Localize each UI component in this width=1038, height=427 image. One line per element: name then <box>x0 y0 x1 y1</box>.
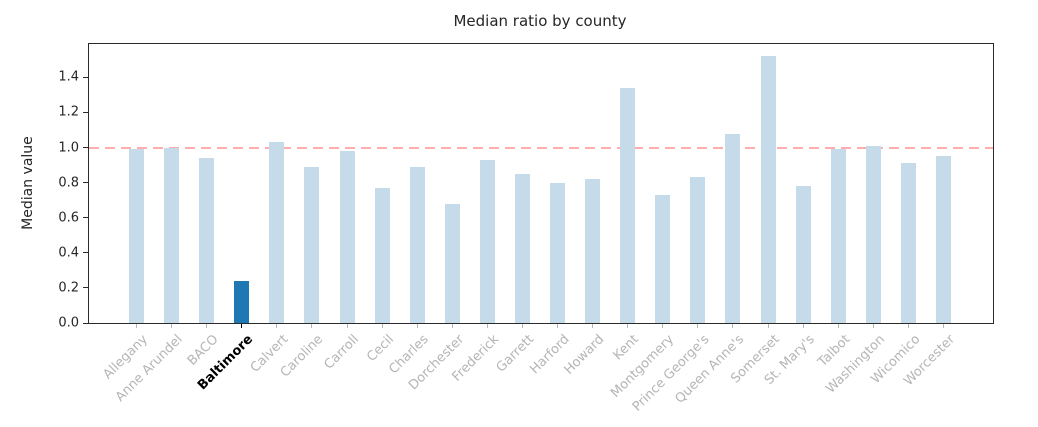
bar-kent <box>620 87 636 323</box>
x-tick-mark <box>136 324 137 328</box>
plot-area: 0.0 0.2 0.4 0.6 0.8 1.0 1.2 1.4 Allegany Anne Aru… <box>58 43 994 415</box>
bar-calvert <box>269 142 285 323</box>
chart-title: Median ratio by county <box>453 12 627 30</box>
x-tick-mark <box>802 324 804 328</box>
bar-washington <box>865 145 881 323</box>
bar-carroll <box>339 151 355 323</box>
x-label-carroll: Carroll <box>321 332 362 373</box>
bar-wicomico <box>900 163 916 323</box>
bar-talbot <box>830 149 846 323</box>
y-tick-label: 0.8 <box>58 175 79 191</box>
x-tick-mark <box>416 324 418 328</box>
bar-anne-arundel <box>164 147 180 323</box>
x-tick-mark <box>662 324 664 328</box>
bar-harford <box>550 182 566 323</box>
bar-charles <box>409 166 425 323</box>
x-tick-mark <box>907 324 909 328</box>
x-tick-mark <box>171 324 173 328</box>
x-tick-mark <box>346 324 348 328</box>
bar-montgomery <box>655 194 671 323</box>
x-tick-mark <box>521 324 523 328</box>
x-tick-mark <box>276 324 278 328</box>
y-tick-mark <box>83 182 88 184</box>
bar-garrett <box>514 173 530 323</box>
bar-frederick <box>479 159 495 323</box>
y-tick-mark <box>83 322 88 324</box>
y-tick-label: 1.4 <box>58 69 79 85</box>
bar-queen-anne-s <box>725 133 741 323</box>
y-tick-mark <box>83 217 88 219</box>
y-tick-label: 0.6 <box>58 210 79 226</box>
x-tick-mark <box>206 324 208 328</box>
y-tick-label: 1.0 <box>58 140 79 156</box>
y-tick-mark <box>83 287 88 289</box>
y-tick-label: 1.2 <box>58 104 79 120</box>
y-tick-mark <box>83 147 88 149</box>
x-tick-mark <box>732 324 734 328</box>
y-tick-mark <box>83 76 88 78</box>
bar-baco <box>199 158 215 323</box>
y-axis-label: Median value <box>20 136 36 230</box>
y-tick-label: 0.2 <box>58 280 79 296</box>
y-tick-mark <box>83 252 88 254</box>
x-tick-mark <box>943 324 944 328</box>
x-tick-mark <box>837 324 839 328</box>
bar-prince-george-s <box>690 177 706 323</box>
bar-st-mary-s <box>795 186 811 323</box>
x-label-kent: Kent <box>611 332 643 364</box>
y-tick-label: 0.0 <box>58 315 79 331</box>
bar-somerset <box>760 56 776 323</box>
x-tick-mark <box>557 324 559 328</box>
y-tick-mark <box>83 111 88 113</box>
bar-dorchester <box>444 203 460 323</box>
bar-cecil <box>374 187 390 323</box>
x-tick-mark <box>381 324 383 328</box>
x-tick-mark <box>872 324 874 328</box>
bar-allegany <box>129 149 144 323</box>
x-tick-mark <box>627 324 629 328</box>
bar-worcester <box>936 156 951 323</box>
x-tick-mark <box>451 324 453 328</box>
x-tick-mark <box>697 324 699 328</box>
x-tick-mark <box>311 324 313 328</box>
x-tick-mark <box>241 324 243 328</box>
bar-caroline <box>304 166 320 323</box>
y-tick-label: 0.4 <box>58 245 79 261</box>
bar-howard <box>585 179 601 323</box>
x-tick-mark <box>592 324 594 328</box>
reference-line <box>89 146 993 149</box>
x-tick-mark <box>767 324 769 328</box>
x-tick-mark <box>486 324 488 328</box>
bar-highlight-baltimore <box>234 280 250 323</box>
